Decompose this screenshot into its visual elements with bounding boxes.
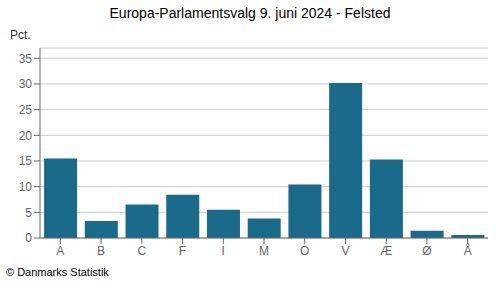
svg-text:0: 0 xyxy=(25,231,32,245)
svg-text:C: C xyxy=(137,244,146,258)
svg-text:Å: Å xyxy=(464,243,472,258)
svg-text:25: 25 xyxy=(19,103,33,117)
svg-text:I: I xyxy=(222,244,225,258)
html-text:© Danmarks Statistik: © Danmarks Statistik xyxy=(6,266,109,278)
svg-text:35: 35 xyxy=(19,52,33,66)
html-text:Pct.: Pct. xyxy=(10,28,31,42)
svg-text:A: A xyxy=(56,244,64,258)
svg-text:20: 20 xyxy=(19,129,33,143)
svg-text:V: V xyxy=(341,244,349,258)
svg-text:F: F xyxy=(179,244,186,258)
svg-text:Æ: Æ xyxy=(380,244,392,258)
svg-text:B: B xyxy=(97,244,105,258)
svg-text:10: 10 xyxy=(19,180,33,194)
html-text:Europa-Parlamentsvalg 9. juni: Europa-Parlamentsvalg 9. juni 2024 - Fel… xyxy=(109,5,391,21)
svg-text:Ø: Ø xyxy=(422,244,431,258)
svg-text:M: M xyxy=(259,244,269,258)
svg-text:15: 15 xyxy=(19,154,33,168)
svg-text:O: O xyxy=(300,244,309,258)
svg-text:5: 5 xyxy=(25,206,32,220)
svg-text:30: 30 xyxy=(19,77,33,91)
